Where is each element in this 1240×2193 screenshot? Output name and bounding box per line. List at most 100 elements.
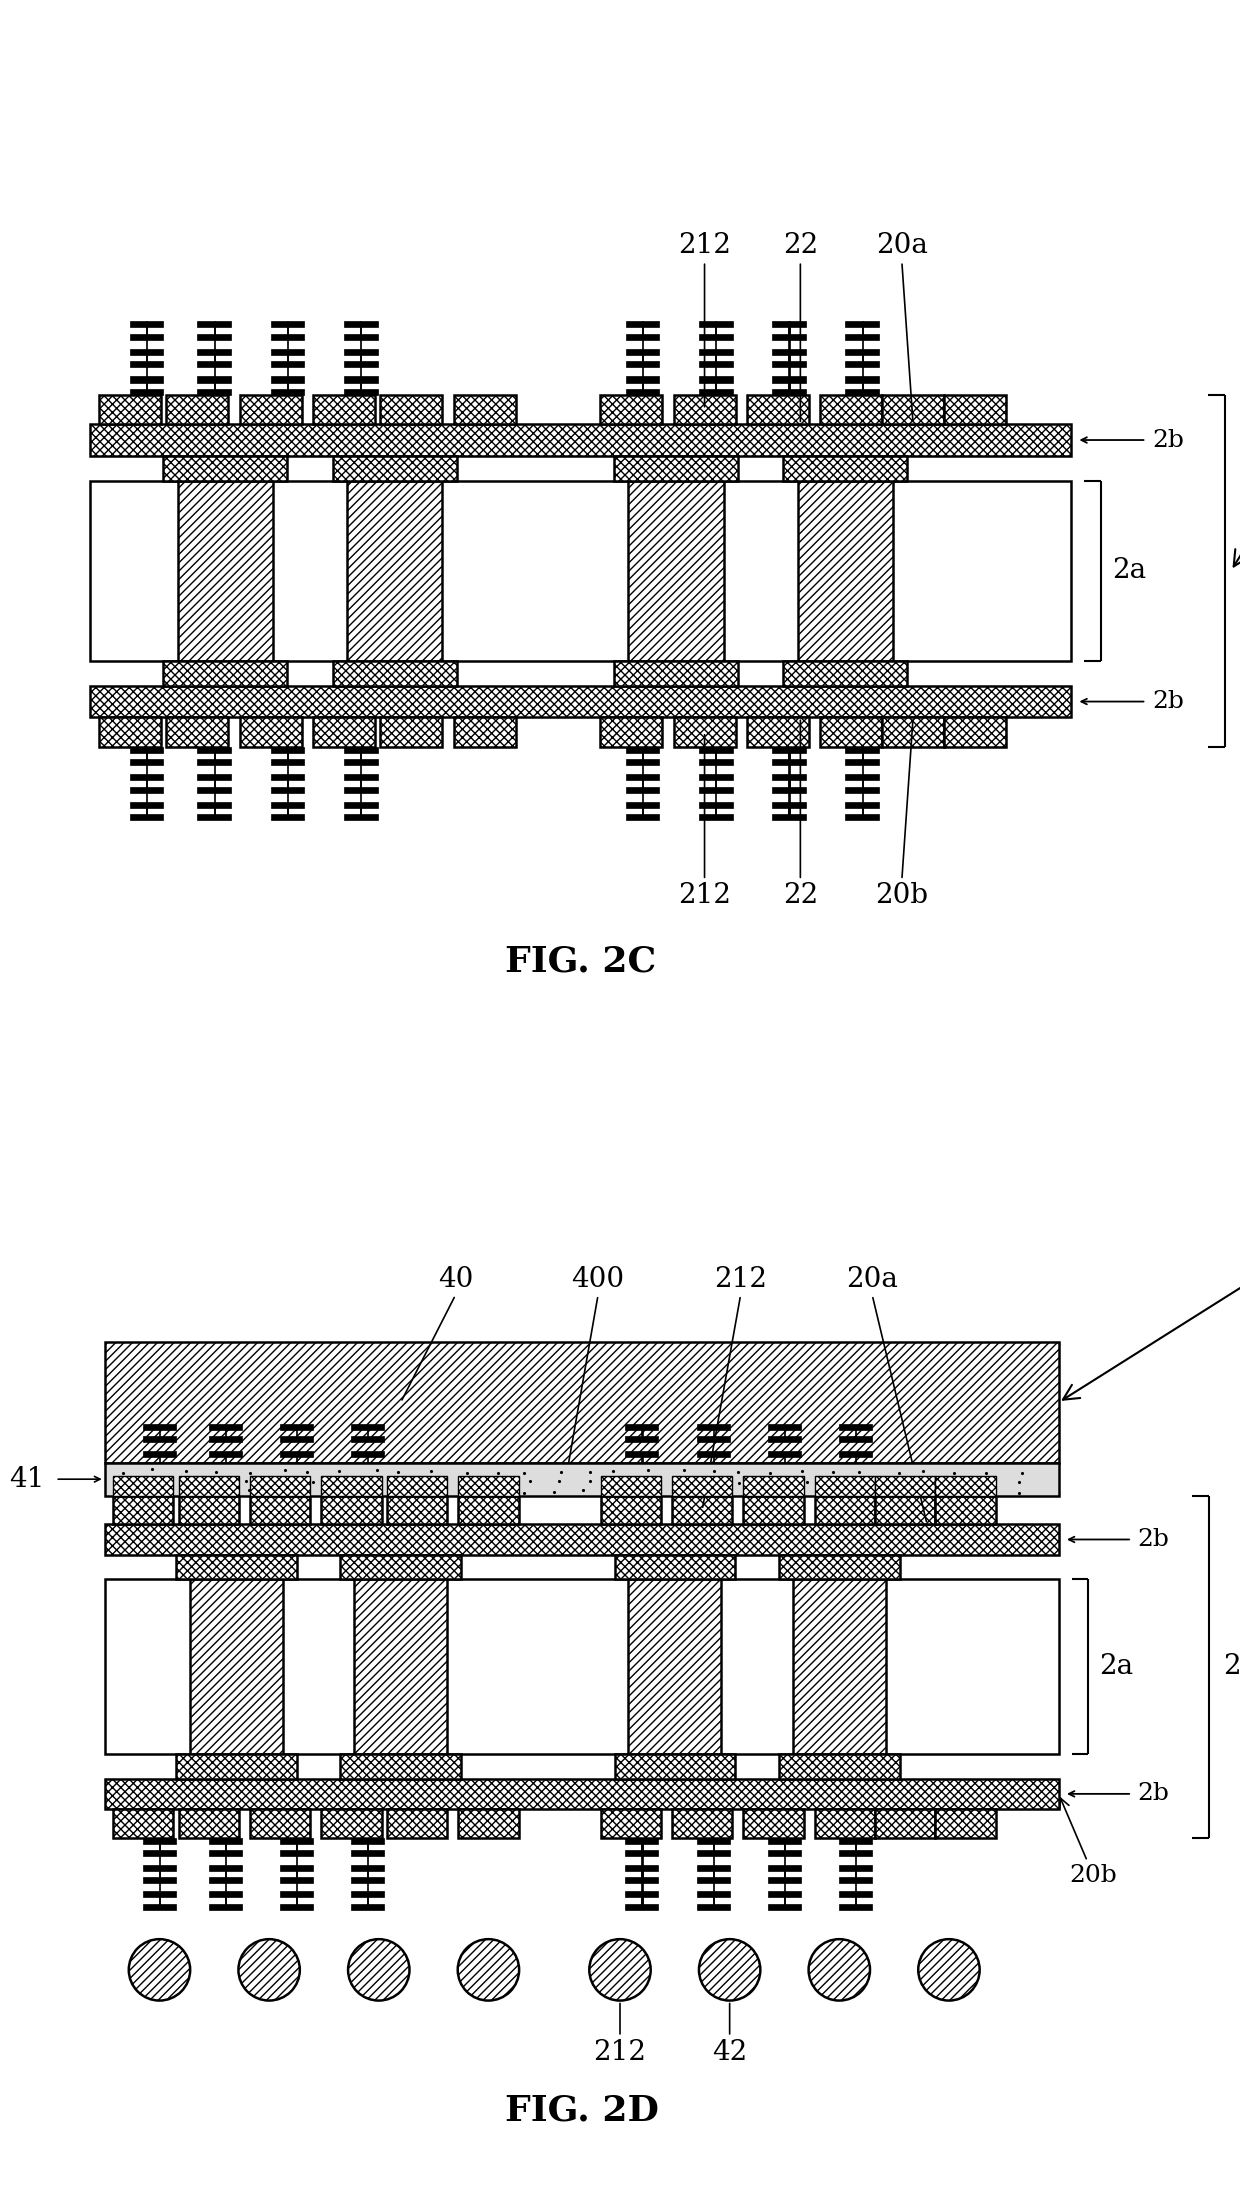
Bar xyxy=(280,1489,312,1496)
Bar xyxy=(797,480,893,660)
Bar xyxy=(224,1897,226,1904)
Bar xyxy=(296,1430,298,1436)
Bar xyxy=(176,1555,296,1579)
Bar xyxy=(343,774,378,781)
Bar xyxy=(715,320,717,388)
Bar xyxy=(935,1809,996,1838)
Bar xyxy=(454,395,516,423)
Bar xyxy=(641,1423,642,1489)
Bar xyxy=(360,320,361,388)
Bar xyxy=(875,1809,935,1838)
Bar xyxy=(768,1478,801,1485)
Bar xyxy=(224,1485,226,1489)
Circle shape xyxy=(919,1939,980,2000)
Bar xyxy=(213,807,215,814)
Bar xyxy=(839,1864,872,1871)
Bar xyxy=(143,1864,176,1871)
Bar xyxy=(862,320,863,388)
Bar xyxy=(713,1456,714,1463)
Bar xyxy=(159,1871,160,1877)
Bar xyxy=(697,1489,729,1496)
Bar xyxy=(143,1463,176,1469)
Bar xyxy=(159,1844,160,1849)
Bar xyxy=(197,362,231,366)
Bar xyxy=(351,1849,384,1855)
Bar xyxy=(839,1463,872,1469)
Bar xyxy=(713,1423,714,1489)
Bar xyxy=(839,1838,872,1844)
Bar xyxy=(713,1485,714,1489)
Bar xyxy=(176,1754,296,1779)
Bar xyxy=(208,1478,242,1485)
Bar xyxy=(846,320,879,327)
Bar xyxy=(642,746,644,814)
Bar xyxy=(454,717,516,746)
Bar xyxy=(130,787,164,794)
Bar xyxy=(104,1579,1059,1754)
Bar xyxy=(773,814,806,820)
Bar xyxy=(672,1496,733,1524)
Bar xyxy=(601,1476,661,1496)
Bar xyxy=(143,1423,176,1430)
Bar xyxy=(820,395,882,423)
Bar xyxy=(351,1452,384,1456)
Bar xyxy=(784,456,908,480)
Text: 20b: 20b xyxy=(1060,1798,1117,1886)
Bar xyxy=(197,774,231,781)
Bar xyxy=(699,349,733,355)
Bar xyxy=(697,1452,729,1456)
Text: 212: 212 xyxy=(714,1265,768,1294)
Bar xyxy=(208,1890,242,1897)
Bar xyxy=(130,320,164,327)
Bar xyxy=(270,787,304,794)
Bar xyxy=(773,362,806,366)
Bar xyxy=(768,1463,801,1469)
Bar xyxy=(360,382,361,388)
Bar xyxy=(270,759,304,765)
Bar xyxy=(104,1524,1059,1555)
Bar xyxy=(270,814,304,820)
Bar xyxy=(280,1864,312,1871)
Bar xyxy=(789,327,790,333)
Bar xyxy=(846,803,879,807)
Bar xyxy=(746,395,808,423)
Bar xyxy=(343,362,378,366)
Bar xyxy=(699,320,733,327)
Bar xyxy=(846,774,879,781)
Bar xyxy=(784,1871,785,1877)
Bar xyxy=(387,1496,448,1524)
Bar xyxy=(626,774,660,781)
Bar xyxy=(351,1890,384,1897)
Bar xyxy=(768,1436,801,1443)
Bar xyxy=(626,377,660,382)
Bar xyxy=(208,1452,242,1456)
Bar xyxy=(743,1809,804,1838)
Bar xyxy=(360,752,361,759)
Bar xyxy=(367,1838,368,1904)
Bar xyxy=(143,1890,176,1897)
Text: FIG. 2C: FIG. 2C xyxy=(505,945,656,978)
Text: FIG. 2D: FIG. 2D xyxy=(505,2094,658,2127)
Bar xyxy=(360,355,361,362)
Bar xyxy=(179,1476,239,1496)
Bar xyxy=(239,395,301,423)
Text: 22: 22 xyxy=(782,882,818,910)
Bar xyxy=(190,1579,283,1754)
Bar xyxy=(296,1456,298,1463)
Bar xyxy=(250,1476,310,1496)
Bar xyxy=(815,1476,875,1496)
Bar xyxy=(715,355,717,362)
Bar xyxy=(130,746,164,752)
Bar xyxy=(625,1452,658,1456)
Bar xyxy=(600,395,662,423)
Bar xyxy=(935,1476,996,1496)
Bar xyxy=(625,1436,658,1443)
Bar xyxy=(784,1838,785,1904)
Bar xyxy=(270,320,304,327)
Bar xyxy=(164,456,288,480)
Bar xyxy=(197,377,231,382)
Bar xyxy=(715,327,717,333)
Bar xyxy=(179,1809,239,1838)
Bar xyxy=(280,1877,312,1882)
Bar xyxy=(351,1478,384,1485)
